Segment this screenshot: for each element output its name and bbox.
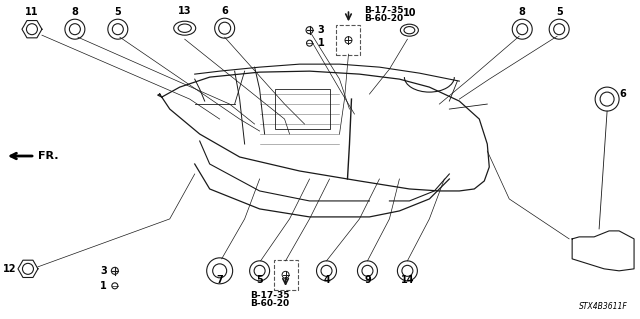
Text: 3: 3 bbox=[317, 25, 324, 35]
Text: 4: 4 bbox=[323, 275, 330, 285]
Text: 6: 6 bbox=[221, 6, 228, 16]
Text: 5: 5 bbox=[556, 7, 563, 17]
Text: STX4B3611F: STX4B3611F bbox=[579, 302, 628, 311]
Text: 1: 1 bbox=[317, 38, 324, 48]
Text: 7: 7 bbox=[216, 275, 223, 285]
Text: 1: 1 bbox=[100, 281, 107, 291]
Text: 5: 5 bbox=[115, 7, 121, 17]
Text: B-17-35: B-17-35 bbox=[250, 291, 289, 300]
Text: B-60-20: B-60-20 bbox=[250, 299, 289, 308]
Text: 10: 10 bbox=[403, 8, 416, 18]
Text: 11: 11 bbox=[25, 7, 38, 17]
Text: 8: 8 bbox=[519, 7, 525, 17]
Text: 9: 9 bbox=[364, 275, 371, 285]
Text: 12: 12 bbox=[3, 264, 16, 274]
Text: B-17-35: B-17-35 bbox=[364, 6, 404, 15]
Text: 6: 6 bbox=[619, 89, 626, 99]
Text: 14: 14 bbox=[401, 275, 414, 285]
Bar bbox=[275, 89, 330, 129]
Text: 13: 13 bbox=[178, 6, 191, 16]
Text: 3: 3 bbox=[100, 266, 107, 276]
Text: 5: 5 bbox=[256, 275, 263, 285]
Text: FR.: FR. bbox=[38, 151, 58, 161]
Text: 8: 8 bbox=[72, 7, 78, 17]
Text: B-60-20: B-60-20 bbox=[364, 14, 404, 23]
